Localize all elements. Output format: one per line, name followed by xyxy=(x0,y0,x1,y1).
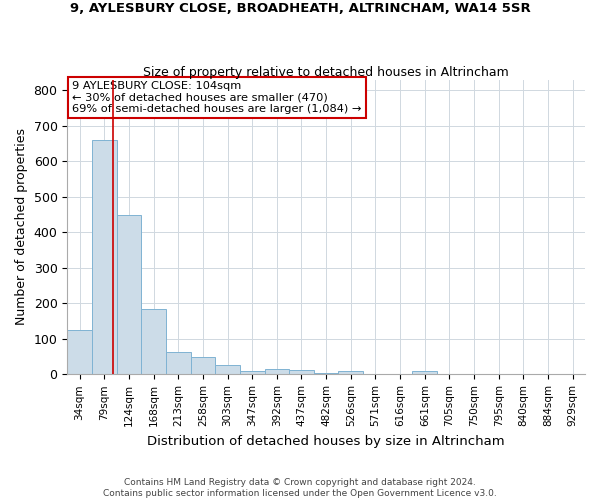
Text: 9, AYLESBURY CLOSE, BROADHEATH, ALTRINCHAM, WA14 5SR: 9, AYLESBURY CLOSE, BROADHEATH, ALTRINCH… xyxy=(70,2,530,16)
Bar xyxy=(67,330,92,374)
Bar xyxy=(191,358,215,374)
X-axis label: Distribution of detached houses by size in Altrincham: Distribution of detached houses by size … xyxy=(148,434,505,448)
Bar xyxy=(141,310,166,374)
Bar xyxy=(215,364,240,374)
Text: Contains HM Land Registry data © Crown copyright and database right 2024.
Contai: Contains HM Land Registry data © Crown c… xyxy=(103,478,497,498)
Title: Size of property relative to detached houses in Altrincham: Size of property relative to detached ho… xyxy=(143,66,509,78)
Bar xyxy=(240,371,265,374)
Bar xyxy=(116,214,141,374)
Y-axis label: Number of detached properties: Number of detached properties xyxy=(15,128,28,326)
Text: 9 AYLESBURY CLOSE: 104sqm
← 30% of detached houses are smaller (470)
69% of semi: 9 AYLESBURY CLOSE: 104sqm ← 30% of detac… xyxy=(73,81,362,114)
Bar xyxy=(412,372,437,374)
Bar xyxy=(265,370,289,374)
Bar xyxy=(338,372,363,374)
Bar xyxy=(314,372,338,374)
Bar xyxy=(166,352,191,374)
Bar xyxy=(289,370,314,374)
Bar xyxy=(92,140,116,374)
